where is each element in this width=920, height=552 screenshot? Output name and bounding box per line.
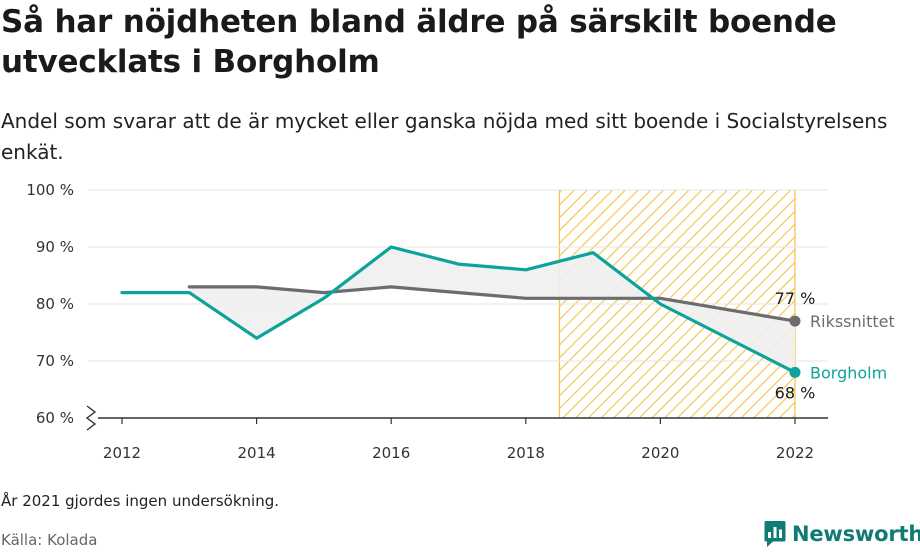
- series-line-borgholm: [120, 245, 797, 374]
- y-tick-label: 100 %: [26, 181, 74, 199]
- series-label-borgholm: Borgholm: [810, 363, 887, 382]
- y-tick-label: 90 %: [36, 238, 74, 256]
- x-tick-label: 2012: [103, 444, 141, 462]
- footnote: År 2021 gjordes ingen undersökning.: [1, 492, 280, 510]
- x-tick-label: 2020: [641, 444, 679, 462]
- series-label-rikssnittet: Rikssnittet: [810, 312, 895, 331]
- source-note: Källa: Kolada: [1, 531, 98, 549]
- axis-break-icon: [85, 405, 97, 431]
- end-value-label-rikssnittet: 77 %: [775, 289, 816, 308]
- end-point-borgholm: [789, 366, 801, 378]
- x-tick-label: 2022: [776, 444, 814, 462]
- series-line-rikssnittet: [187, 285, 797, 323]
- y-tick-label: 70 %: [36, 352, 74, 370]
- y-tick-label: 60 %: [36, 409, 74, 427]
- brand-name: Newsworthy: [792, 522, 920, 546]
- chart-title: Så har nöjdheten bland äldre på särskilt…: [1, 4, 837, 80]
- x-tick-label: 2018: [507, 444, 545, 462]
- x-tick-label: 2014: [238, 444, 276, 462]
- chart-subtitle: Andel som svarar att de är mycket eller …: [1, 109, 888, 164]
- x-tick-label: 2016: [372, 444, 410, 462]
- end-point-rikssnittet: [789, 315, 801, 327]
- newsworthy-logo[interactable]: Newsworthy: [764, 519, 920, 549]
- y-tick-label: 80 %: [36, 295, 74, 313]
- bar-chart-icon: [764, 521, 786, 547]
- end-value-label-borgholm: 68 %: [775, 383, 816, 402]
- line-chart: 60 % 70 % 80 % 90 % 100 % 2012 2014 2016 2018 202…: [26, 181, 895, 462]
